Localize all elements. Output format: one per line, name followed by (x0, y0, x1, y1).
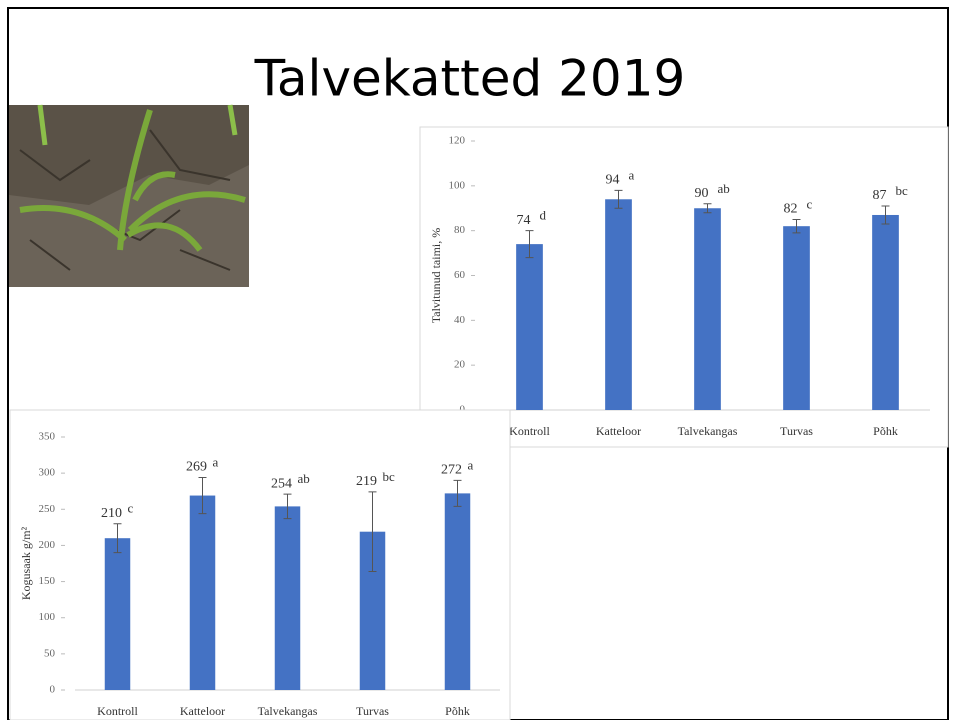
y-tick-label: 300 (39, 467, 56, 479)
significance-letter: a (468, 457, 474, 472)
error-bar (881, 205, 890, 225)
x-tick-label: Talvekangas (258, 704, 318, 718)
chart: 0 50 100 150 200 250 300 350 Kogusaak g/m² 210 c Ko… (9, 409, 511, 720)
error-bar (525, 230, 534, 259)
significance-letter: bc (896, 183, 909, 198)
significance-letter: d (540, 208, 547, 223)
bar (516, 244, 543, 410)
error-bar (453, 479, 462, 507)
error-bar (792, 218, 801, 234)
y-tick-label: 150 (39, 575, 56, 587)
y-tick-label: 50 (44, 647, 56, 659)
error-bar (283, 493, 292, 520)
y-tick-label: 60 (454, 269, 466, 281)
bar (444, 493, 471, 690)
x-tick-label: Turvas (780, 424, 813, 438)
significance-letter: c (807, 196, 813, 211)
chart-area (9, 409, 511, 720)
y-tick-label: 350 (39, 431, 56, 443)
error-bar (368, 491, 377, 572)
x-tick-label: Turvas (356, 704, 389, 718)
slide-title: Talvekatted 2019 (254, 50, 686, 108)
x-tick-label: Talvekangas (678, 424, 738, 438)
x-tick-label: Katteloor (596, 424, 641, 438)
bar (694, 208, 721, 410)
value-label: 90 (695, 186, 709, 201)
y-axis-label: Kogusaak g/m² (19, 526, 33, 600)
significance-letter: a (213, 454, 219, 469)
value-label: 82 (784, 202, 798, 217)
photo (9, 104, 249, 287)
bar (872, 214, 899, 410)
value-label: 94 (606, 173, 620, 188)
bar (104, 538, 131, 690)
y-tick-label: 200 (39, 539, 56, 551)
y-tick-label: 20 (454, 359, 466, 371)
y-tick-label: 100 (449, 179, 466, 191)
significance-letter: ab (718, 181, 730, 196)
value-label: 87 (873, 188, 887, 203)
value-label: 269 (186, 460, 207, 475)
significance-letter: c (128, 501, 134, 516)
value-label: 210 (101, 506, 122, 521)
value-label: 254 (271, 476, 292, 491)
y-tick-label: 100 (39, 611, 56, 623)
bar (274, 506, 301, 690)
error-bar (198, 476, 207, 515)
error-bar (113, 523, 122, 554)
x-tick-label: Katteloor (180, 704, 225, 718)
y-tick-label: 40 (454, 314, 466, 326)
value-label: 74 (517, 213, 531, 228)
bar (783, 226, 810, 410)
significance-letter: bc (383, 469, 396, 484)
y-tick-label: 80 (454, 224, 466, 236)
significance-letter: a (629, 167, 635, 182)
significance-letter: ab (298, 471, 310, 486)
y-tick-label: 250 (39, 503, 56, 515)
y-axis-label: Talvitunud taimi, % (429, 228, 443, 323)
bar (605, 199, 632, 410)
error-bar (614, 189, 623, 209)
value-label: 272 (441, 463, 462, 478)
y-tick-label: 120 (449, 135, 466, 147)
y-tick-label: 0 (50, 684, 56, 696)
chart-area (419, 126, 949, 448)
error-bar (703, 203, 712, 214)
bar (189, 495, 216, 690)
value-label: 219 (356, 474, 377, 489)
chart: 020406080100120Talvitunud taimi, %74dKon… (419, 126, 949, 448)
x-tick-label: Põhk (873, 424, 898, 438)
x-tick-label: Kontroll (97, 704, 138, 718)
x-tick-label: Kontroll (509, 424, 550, 438)
x-tick-label: Põhk (445, 704, 470, 718)
